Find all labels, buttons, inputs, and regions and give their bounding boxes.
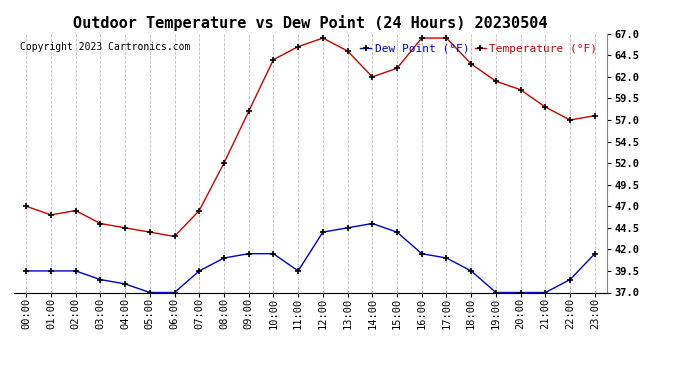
- Dew Point (°F): [146, 290, 154, 295]
- Title: Outdoor Temperature vs Dew Point (24 Hours) 20230504: Outdoor Temperature vs Dew Point (24 Hou…: [73, 15, 548, 31]
- Temperature (°F): [294, 45, 302, 49]
- Temperature (°F): [121, 226, 129, 230]
- Dew Point (°F): [467, 268, 475, 273]
- Dew Point (°F): [72, 268, 80, 273]
- Temperature (°F): [417, 36, 426, 40]
- Dew Point (°F): [96, 278, 104, 282]
- Line: Temperature (°F): Temperature (°F): [23, 34, 598, 240]
- Dew Point (°F): [393, 230, 401, 234]
- Dew Point (°F): [195, 268, 204, 273]
- Temperature (°F): [467, 62, 475, 66]
- Temperature (°F): [22, 204, 30, 209]
- Temperature (°F): [244, 109, 253, 114]
- Text: Copyright 2023 Cartronics.com: Copyright 2023 Cartronics.com: [20, 42, 190, 51]
- Dew Point (°F): [591, 251, 599, 256]
- Temperature (°F): [269, 57, 277, 62]
- Dew Point (°F): [22, 268, 30, 273]
- Line: Dew Point (°F): Dew Point (°F): [23, 220, 598, 296]
- Dew Point (°F): [269, 251, 277, 256]
- Dew Point (°F): [566, 278, 574, 282]
- Dew Point (°F): [492, 290, 500, 295]
- Temperature (°F): [47, 213, 55, 217]
- Temperature (°F): [96, 221, 104, 226]
- Temperature (°F): [517, 88, 525, 92]
- Temperature (°F): [368, 75, 377, 79]
- Dew Point (°F): [47, 268, 55, 273]
- Dew Point (°F): [442, 256, 451, 260]
- Dew Point (°F): [244, 251, 253, 256]
- Dew Point (°F): [368, 221, 377, 226]
- Legend: Dew Point (°F), Temperature (°F): Dew Point (°F), Temperature (°F): [356, 39, 602, 58]
- Temperature (°F): [319, 36, 327, 40]
- Dew Point (°F): [541, 290, 549, 295]
- Temperature (°F): [541, 105, 549, 110]
- Temperature (°F): [72, 209, 80, 213]
- Temperature (°F): [492, 79, 500, 84]
- Dew Point (°F): [220, 256, 228, 260]
- Dew Point (°F): [121, 282, 129, 286]
- Temperature (°F): [566, 118, 574, 122]
- Temperature (°F): [195, 209, 204, 213]
- Dew Point (°F): [344, 226, 352, 230]
- Dew Point (°F): [170, 290, 179, 295]
- Temperature (°F): [591, 113, 599, 118]
- Temperature (°F): [442, 36, 451, 40]
- Dew Point (°F): [294, 268, 302, 273]
- Dew Point (°F): [517, 290, 525, 295]
- Temperature (°F): [220, 161, 228, 165]
- Temperature (°F): [393, 66, 401, 70]
- Temperature (°F): [170, 234, 179, 239]
- Dew Point (°F): [319, 230, 327, 234]
- Temperature (°F): [146, 230, 154, 234]
- Dew Point (°F): [417, 251, 426, 256]
- Temperature (°F): [344, 49, 352, 53]
